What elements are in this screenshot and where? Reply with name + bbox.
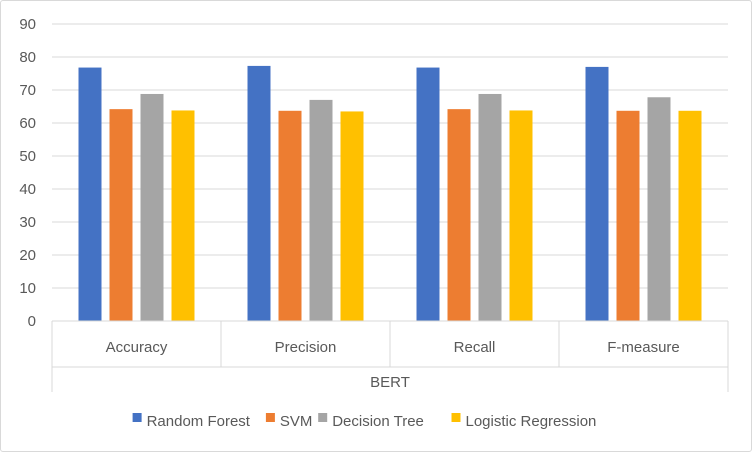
- bar: [340, 111, 364, 321]
- y-tick-label: 40: [19, 181, 36, 198]
- bar: [647, 97, 671, 321]
- bars: [78, 65, 702, 322]
- bar: [171, 110, 195, 322]
- legend-label: Decision Tree: [332, 413, 424, 430]
- y-tick-label: 90: [19, 16, 36, 33]
- y-tick-label: 10: [19, 280, 36, 297]
- legend-swatch: [318, 413, 328, 422]
- gridlines: [52, 23, 728, 289]
- x-category-label: F-measure: [607, 339, 680, 356]
- y-tick-label: 0: [28, 313, 36, 330]
- bar: [416, 67, 440, 321]
- y-tick-label: 60: [19, 115, 36, 132]
- bar: [509, 110, 533, 322]
- legend-swatch: [451, 413, 461, 422]
- bar: [585, 66, 609, 322]
- x-category-label: Accuracy: [106, 339, 168, 356]
- bar: [309, 99, 333, 322]
- y-tick-label: 80: [19, 49, 36, 66]
- legend: Random Forest SVM Decision Tree Logistic Re…: [132, 413, 597, 430]
- legend-label: SVM: [280, 413, 313, 430]
- bar: [478, 93, 502, 322]
- y-tick-label: 50: [19, 148, 36, 165]
- y-tick-label: 30: [19, 214, 36, 231]
- legend-swatch: [132, 413, 142, 422]
- y-tick-label: 20: [19, 247, 36, 264]
- bar: [447, 109, 471, 321]
- x-group-label: BERT: [370, 374, 410, 391]
- bar: [247, 65, 271, 321]
- bar: [278, 110, 302, 321]
- bar: [678, 110, 702, 321]
- y-axis-ticks: 0 10 20 30 40 50 60 70 80 90: [19, 16, 36, 330]
- x-category-label: Recall: [454, 339, 496, 356]
- bar: [78, 67, 102, 321]
- legend-label: Logistic Regression: [466, 413, 597, 430]
- legend-label: Random Forest: [147, 413, 251, 430]
- x-axis: Accuracy Precision Recall F-measure BERT: [51, 320, 729, 392]
- legend-swatch: [265, 413, 275, 422]
- x-category-label: Precision: [275, 339, 337, 356]
- bar: [109, 109, 133, 321]
- bar: [140, 93, 164, 322]
- y-tick-label: 70: [19, 82, 36, 99]
- bar: [616, 110, 640, 321]
